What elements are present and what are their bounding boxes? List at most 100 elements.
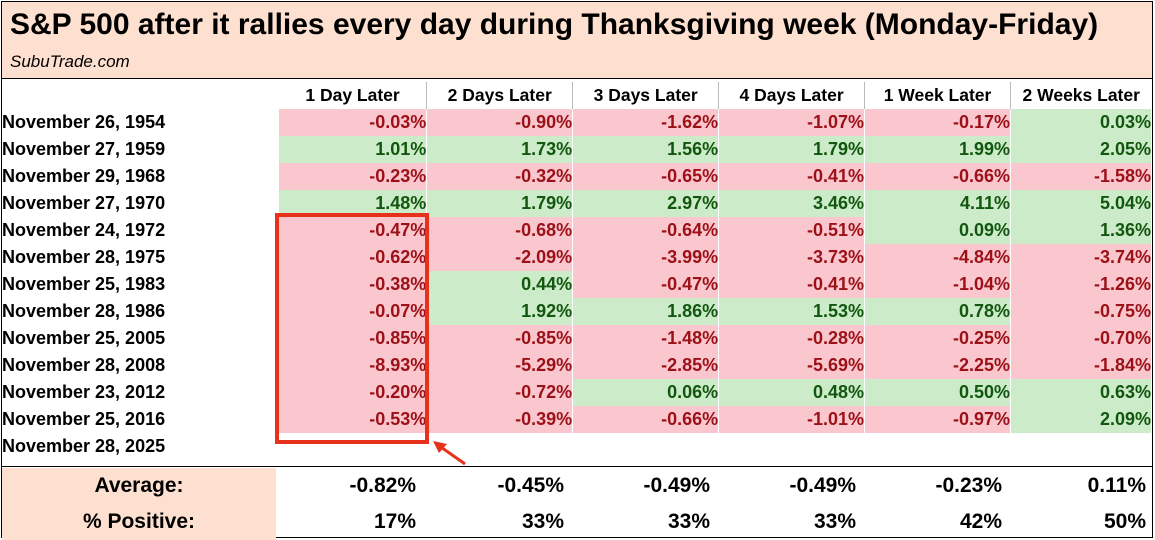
return-cell: 0.09%	[864, 217, 1011, 244]
return-cell: 3.46%	[718, 190, 866, 217]
return-cell: 0.48%	[718, 379, 866, 406]
percent-positive-row: % Positive: 17% 33% 33% 33% 42% 50%	[2, 504, 1152, 540]
return-cell: -0.53%	[278, 406, 428, 433]
return-cell: -2.09%	[426, 244, 574, 271]
return-cell: -0.70%	[1010, 325, 1152, 352]
return-cell: -0.62%	[278, 244, 428, 271]
return-cell: -0.68%	[426, 217, 574, 244]
summary-divider	[2, 466, 1152, 467]
return-cell: -0.32%	[426, 163, 574, 190]
return-cell: -0.17%	[864, 109, 1011, 136]
return-cell: 0.78%	[864, 298, 1011, 325]
table-row: November 27, 1959 1.01% 1.73% 1.56% 1.79% 1.9…	[2, 136, 1152, 163]
return-cell: -0.72%	[426, 379, 574, 406]
return-cell: -0.51%	[718, 217, 866, 244]
table-row: November 28, 2025	[2, 433, 1152, 460]
return-cell: -0.25%	[864, 325, 1011, 352]
return-cell: -0.66%	[572, 406, 720, 433]
row-date: November 28, 1975	[2, 247, 166, 267]
return-cell: 1.01%	[278, 136, 428, 163]
return-cell: -0.85%	[278, 325, 428, 352]
return-cell: -1.84%	[1010, 352, 1152, 379]
return-cell: -0.66%	[864, 163, 1011, 190]
row-date: November 25, 1983	[2, 274, 166, 294]
return-cell: -0.03%	[278, 109, 428, 136]
return-cell: 1.92%	[426, 298, 574, 325]
return-cell: -0.97%	[864, 406, 1011, 433]
return-cell: 1.99%	[864, 136, 1011, 163]
return-cell	[1010, 433, 1152, 460]
return-cell: -0.41%	[718, 163, 866, 190]
return-cell	[278, 433, 428, 460]
table-row: November 28, 1986 -0.07% 1.92% 1.86% 1.53% 0.…	[2, 298, 1152, 325]
table-row: November 24, 1972 -0.47% -0.68% -0.64% -0.51…	[2, 217, 1152, 244]
return-cell: 2.09%	[1010, 406, 1152, 433]
return-cell: -5.29%	[426, 352, 574, 379]
return-cell: 2.05%	[1010, 136, 1152, 163]
return-cell: -0.41%	[718, 271, 866, 298]
return-cell: 1.48%	[278, 190, 428, 217]
return-cell: 1.73%	[426, 136, 574, 163]
return-cell: -2.25%	[864, 352, 1011, 379]
return-cell: 1.53%	[718, 298, 866, 325]
row-date: November 25, 2005	[2, 328, 166, 348]
return-cell: -2.85%	[572, 352, 720, 379]
return-cell: -8.93%	[278, 352, 428, 379]
column-header: 2 Weeks Later	[1022, 85, 1140, 105]
row-date: November 28, 1986	[2, 301, 166, 321]
return-cell: 0.03%	[1010, 109, 1152, 136]
row-date: November 25, 2016	[2, 409, 166, 429]
header-divider	[2, 78, 1152, 79]
return-cell: 1.86%	[572, 298, 720, 325]
return-cell: -0.47%	[572, 271, 720, 298]
return-cell: -1.04%	[864, 271, 1011, 298]
return-cell: 1.56%	[572, 136, 720, 163]
row-date: November 27, 1970	[2, 193, 166, 213]
row-date: November 28, 2008	[2, 355, 166, 375]
row-date: November 23, 2012	[2, 382, 166, 402]
return-cell: -1.01%	[718, 406, 866, 433]
return-cell	[718, 433, 866, 460]
return-cell: 1.79%	[426, 190, 574, 217]
column-header: 1 Day Later	[278, 82, 428, 109]
column-header: 1 Week Later	[864, 82, 1011, 109]
average-value: -0.49%	[789, 474, 856, 497]
return-cell: -0.38%	[278, 271, 428, 298]
column-header-blank	[2, 82, 279, 109]
column-header-row: 1 Day Later 2 Days Later 3 Days Later 4 …	[2, 82, 1152, 109]
return-cell: -0.23%	[278, 163, 428, 190]
return-cell: -1.48%	[572, 325, 720, 352]
title-banner: S&P 500 after it rallies every day durin…	[2, 2, 1152, 78]
column-header: 2 Days Later	[426, 82, 574, 109]
average-value: -0.23%	[935, 474, 1002, 497]
return-cell: -0.20%	[278, 379, 428, 406]
average-row: Average: -0.82% -0.45% -0.49% -0.49% -0.…	[2, 468, 1152, 504]
return-cell: 4.11%	[864, 190, 1011, 217]
percent-positive-value: 33%	[813, 510, 856, 533]
highlight-box	[275, 213, 429, 444]
return-cell: 0.06%	[572, 379, 720, 406]
return-cell: -1.58%	[1010, 163, 1152, 190]
return-cell: -3.73%	[718, 244, 866, 271]
return-cell: -1.07%	[718, 109, 866, 136]
return-cell: -0.85%	[426, 325, 574, 352]
row-date: November 26, 1954	[2, 112, 166, 132]
return-cell: -5.69%	[718, 352, 866, 379]
percent-positive-label: % Positive:	[2, 504, 276, 540]
return-cell: -0.39%	[426, 406, 574, 433]
column-header: 3 Days Later	[572, 82, 720, 109]
arrow-icon	[433, 441, 466, 466]
return-cell: -0.75%	[1010, 298, 1152, 325]
return-cell: 1.36%	[1010, 217, 1152, 244]
return-cell: 5.04%	[1010, 190, 1152, 217]
table-row: November 26, 1954 -0.03% -0.90% -1.62% -1.07…	[2, 109, 1152, 136]
return-cell: -0.65%	[572, 163, 720, 190]
return-cell: -1.26%	[1010, 271, 1152, 298]
row-date: November 28, 2025	[2, 436, 166, 456]
row-date: November 24, 1972	[2, 220, 166, 240]
table-row: November 28, 2008 -8.93% -5.29% -2.85% -5.69…	[2, 352, 1152, 379]
return-cell: -3.99%	[572, 244, 720, 271]
return-cell: 0.44%	[426, 271, 574, 298]
return-cell: 1.79%	[718, 136, 866, 163]
